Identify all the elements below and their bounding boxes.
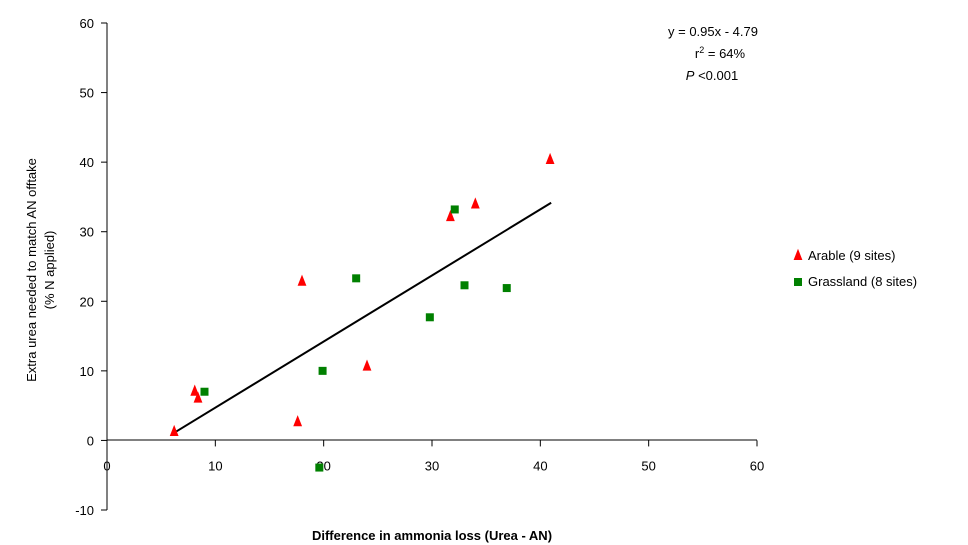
- arable-point: [190, 384, 200, 396]
- p-value-label: P <0.001: [686, 68, 738, 83]
- regression-annotation: y = 0.95x - 4.79 r2 = 64% P <0.001: [668, 24, 758, 83]
- arable-point: [545, 152, 555, 165]
- x-axis-ticks: 0 10 20 30 40 50 60: [103, 440, 764, 473]
- data-markers: [169, 152, 555, 472]
- legend-label-grassland: Grassland (8 sites): [808, 274, 917, 289]
- y-axis-ticks: -10 0 10 20 30 40 50 60: [75, 16, 107, 518]
- y-tick-label: 20: [80, 294, 94, 309]
- y-axis-title-line2: (% N applied): [42, 231, 57, 310]
- arable-point: [193, 391, 203, 403]
- x-tick-label: 60: [750, 458, 764, 473]
- x-axis-title: Difference in ammonia loss (Urea - AN): [312, 528, 552, 543]
- grassland-point: [315, 463, 324, 472]
- arable-point: [362, 359, 372, 371]
- y-axis-title: Extra urea needed to match AN offtake (%…: [24, 158, 57, 382]
- y-tick-label: 30: [80, 225, 94, 240]
- legend-item-arable: Arable (9 sites): [793, 248, 895, 263]
- grassland-point: [352, 274, 361, 283]
- y-tick-label: 50: [80, 86, 94, 101]
- grassland-point: [460, 281, 469, 290]
- r-squared-label: r2 = 64%: [695, 45, 746, 61]
- y-tick-label: 10: [80, 364, 94, 379]
- arable-point: [297, 274, 307, 286]
- grassland-point: [200, 387, 209, 396]
- y-tick-label: 0: [87, 433, 94, 448]
- trend-line: [172, 201, 552, 435]
- grassland-point: [450, 205, 459, 214]
- regression-equation: y = 0.95x - 4.79: [668, 24, 758, 39]
- legend-item-grassland: Grassland (8 sites): [794, 274, 917, 289]
- x-tick-label: 0: [103, 458, 110, 473]
- plot-area: 0 10 20 30 40 50 60 -10 0 10 20 30 40 50 60: [75, 16, 764, 518]
- arable-point: [169, 424, 179, 437]
- arable-point: [470, 197, 480, 209]
- y-tick-label: -10: [75, 503, 94, 518]
- legend-triangle-marker: [793, 248, 803, 260]
- arable-point: [293, 415, 303, 427]
- x-tick-label: 30: [425, 458, 439, 473]
- grassland-point: [502, 284, 511, 293]
- x-tick-label: 40: [533, 458, 547, 473]
- legend: Arable (9 sites) Grassland (8 sites): [793, 248, 917, 289]
- y-tick-label: 40: [80, 155, 94, 170]
- legend-label-arable: Arable (9 sites): [808, 248, 895, 263]
- legend-square-marker: [794, 278, 802, 286]
- x-tick-label: 10: [208, 458, 222, 473]
- x-tick-label: 50: [641, 458, 655, 473]
- grassland-point: [425, 313, 434, 322]
- arable-point: [446, 209, 455, 222]
- y-tick-label: 60: [80, 16, 94, 31]
- y-axis-title-line1: Extra urea needed to match AN offtake: [24, 158, 39, 382]
- grassland-point: [318, 366, 327, 375]
